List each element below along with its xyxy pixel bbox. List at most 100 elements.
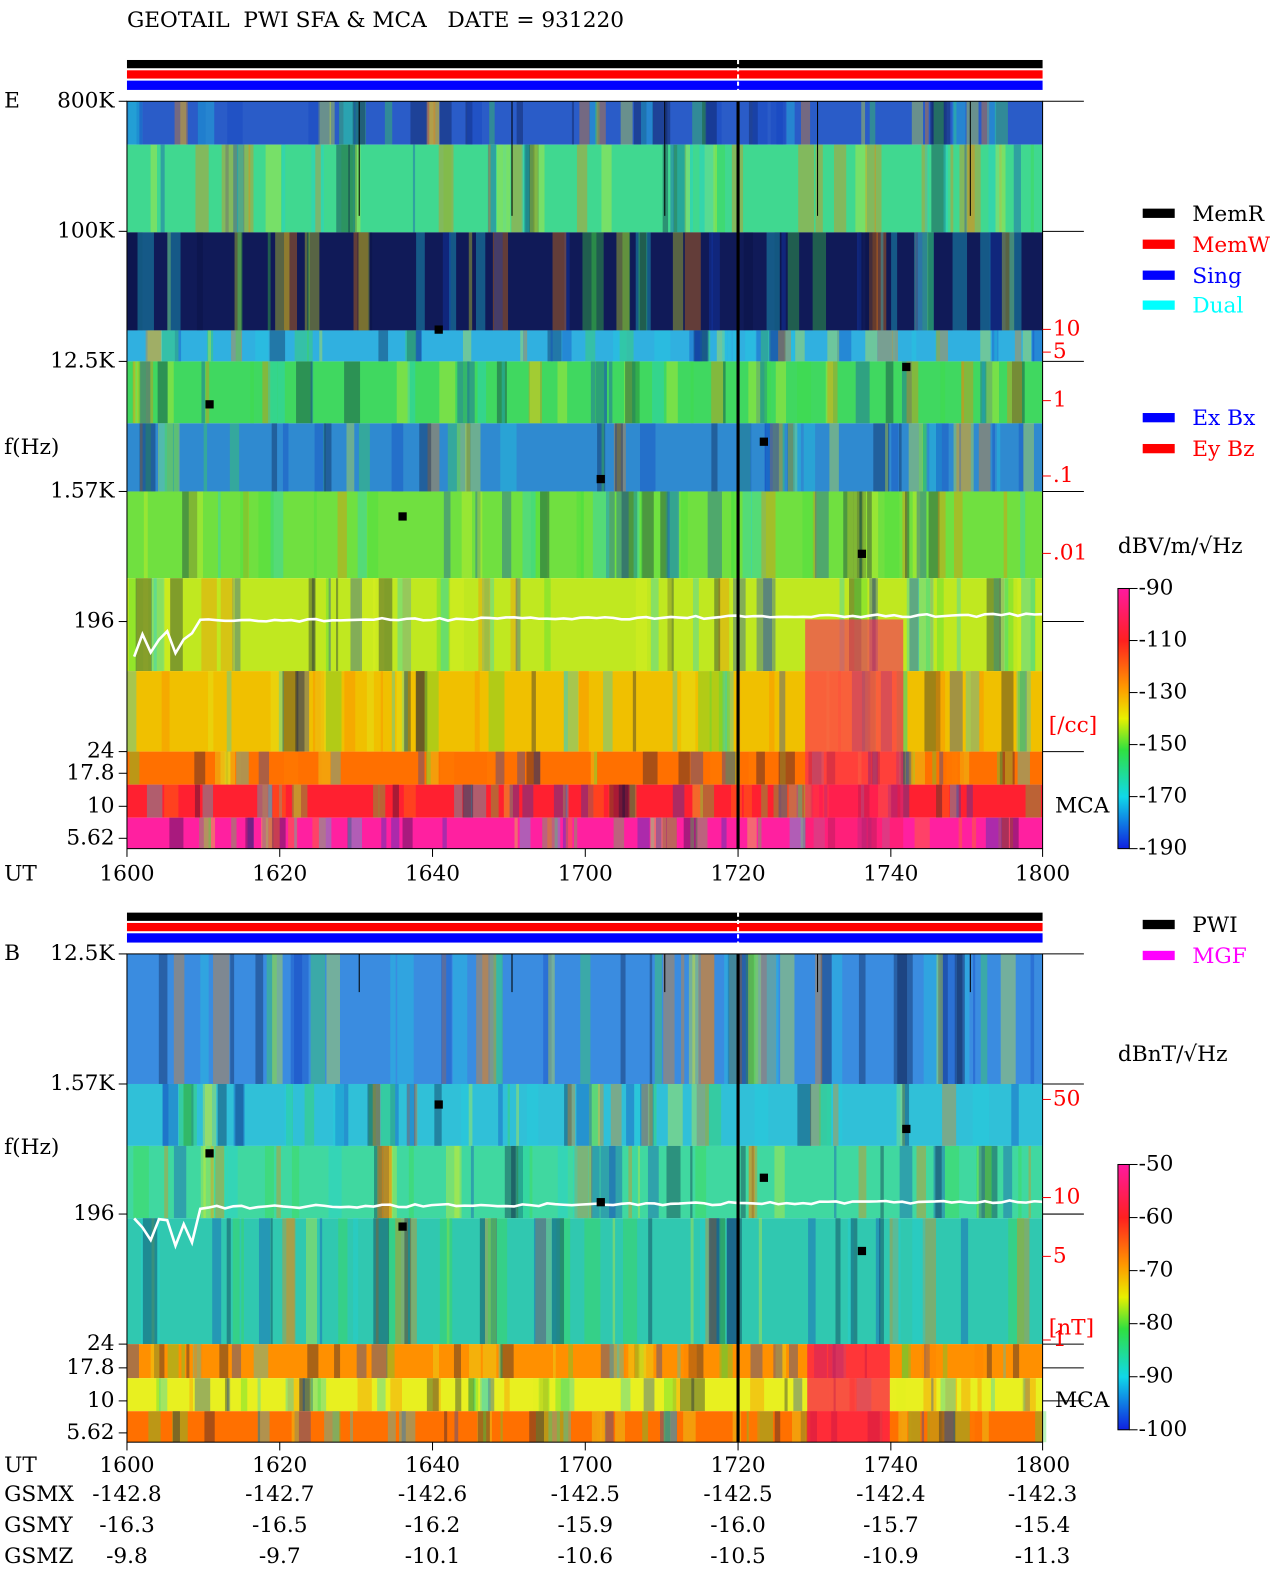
spectrogram-texture (933, 1145, 945, 1219)
spectrogram-texture (726, 1218, 740, 1345)
spectrogram-texture (592, 491, 610, 579)
spectrogram-texture (720, 1218, 726, 1345)
spectrogram-texture (203, 423, 208, 492)
spectrogram-texture (397, 578, 412, 672)
spectrogram-texture (478, 578, 491, 672)
spectrogram-texture (642, 751, 658, 785)
spectrogram-texture (233, 1083, 245, 1146)
x-tick-label: 1800 (1015, 1453, 1070, 1478)
spectrogram-texture (640, 1083, 648, 1146)
spectrogram-texture (358, 423, 370, 492)
dot (398, 512, 407, 521)
spectrogram-texture (449, 232, 457, 331)
spectrogram-texture (243, 144, 251, 233)
spectrogram-texture (285, 1378, 294, 1412)
x-tick-label: 1640 (405, 1453, 460, 1478)
spectrogram-texture (461, 1083, 473, 1146)
spectrogram-texture (789, 817, 806, 849)
spectrogram-texture (479, 1218, 486, 1345)
spectrogram-texture (167, 232, 181, 331)
spectrogram-texture (873, 423, 890, 492)
spectrogram-texture (987, 101, 997, 145)
spectrogram-texture (792, 1411, 807, 1443)
spectrogram-texture (956, 578, 961, 672)
spectrogram-texture (964, 953, 970, 1084)
spectrogram-texture (710, 751, 724, 785)
spectrogram-texture (606, 491, 615, 579)
spectrogram-texture (315, 671, 327, 752)
spectrogram-texture (761, 784, 768, 818)
x-axis-label: UT (4, 1453, 37, 1478)
spectrogram-texture (899, 423, 902, 492)
colorbar-label: -60 (1139, 1205, 1174, 1230)
spectrogram-texture (892, 1218, 901, 1345)
spectrogram-texture (923, 953, 939, 1084)
spectrogram-texture (311, 578, 316, 672)
spectrogram-band (126, 361, 1043, 424)
y-tick-label: 12.5K (50, 348, 115, 373)
spectrogram-texture (921, 1411, 925, 1443)
spectrogram-texture (237, 232, 243, 331)
spectrogram-texture (529, 144, 545, 233)
spectrogram-texture (869, 101, 876, 145)
spectrogram-texture (765, 423, 777, 492)
spectrogram-texture (696, 1083, 709, 1146)
spectrogram-texture (533, 1378, 544, 1412)
spectrogram-texture (672, 232, 684, 331)
spectrogram-texture (798, 144, 815, 233)
spectrogram-texture (827, 361, 838, 424)
spectrogram-texture (206, 330, 214, 362)
legend-label: Ey Bz (1192, 437, 1254, 462)
spectrogram-texture (275, 232, 290, 331)
spectrogram-texture (825, 361, 834, 424)
spectrogram-texture (523, 330, 528, 362)
spectrogram-texture (482, 578, 495, 672)
spectrogram-texture (262, 361, 271, 424)
legend-label: MemW (1192, 233, 1271, 258)
spectrogram-texture (779, 671, 786, 752)
y-axis-label: f(Hz) (4, 435, 59, 460)
spectrogram-texture (999, 578, 1005, 672)
spectrogram-texture (970, 1411, 975, 1443)
spectrogram-texture (427, 423, 440, 492)
spectrogram-texture (504, 1145, 516, 1219)
spectrogram-texture (980, 953, 988, 1084)
spectrogram-texture (961, 361, 974, 424)
spectrogram-texture (257, 784, 272, 818)
spectrogram-texture (408, 1145, 414, 1219)
spectrogram-texture (802, 817, 806, 849)
spectrogram-texture (525, 144, 535, 233)
spectrogram-texture (439, 361, 456, 424)
spectrogram-texture (994, 330, 998, 362)
spectrogram-texture (596, 101, 606, 145)
x-tick-label: 1740 (863, 861, 918, 886)
spectrogram-texture (213, 953, 230, 1084)
spectrogram-texture (672, 784, 685, 818)
orbit-value: -9.8 (106, 1544, 148, 1569)
colorbar-unit: dBnT/√Hz (1118, 1042, 1228, 1067)
spectrogram-texture (793, 1378, 803, 1412)
spectrogram-texture (524, 144, 539, 233)
spectrogram-texture (681, 491, 688, 579)
spectrogram-texture (574, 1145, 589, 1219)
spectrogram-texture (308, 578, 315, 672)
spectrogram-texture (232, 578, 235, 672)
spectrogram-texture (764, 423, 778, 492)
spectrogram-texture (672, 1378, 681, 1412)
spectrogram-texture (925, 101, 929, 145)
spectrogram-texture (936, 784, 943, 818)
spectrogram-texture (638, 232, 648, 331)
spectrogram-texture (272, 784, 286, 818)
spectrogram-texture (477, 361, 487, 424)
spectrogram-texture (496, 144, 511, 233)
spectrogram-texture (856, 491, 867, 579)
spectrogram-texture (667, 578, 674, 672)
spectrogram-texture (690, 361, 694, 424)
spectrogram-texture (613, 817, 625, 849)
side-tick-label: 1 (1053, 1327, 1067, 1352)
spectrogram-texture (695, 1145, 707, 1219)
spectrogram-texture (865, 232, 877, 331)
spectrogram-texture (197, 101, 215, 145)
spectrogram-texture (484, 578, 490, 672)
spectrogram-texture (692, 101, 705, 145)
